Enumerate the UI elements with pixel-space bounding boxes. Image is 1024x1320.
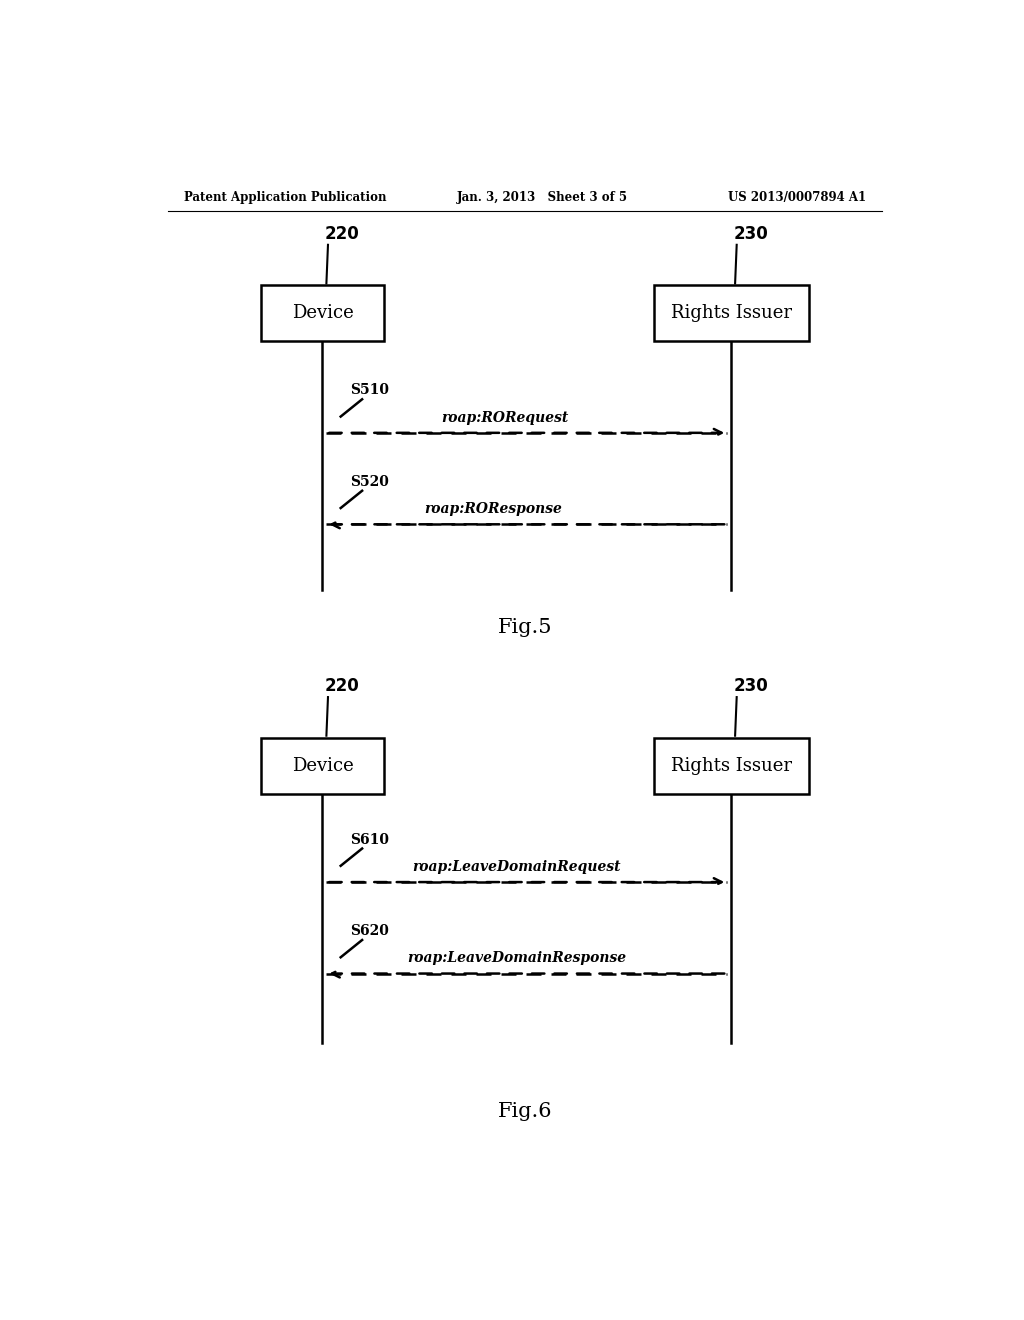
Text: roap:LeaveDomainRequest: roap:LeaveDomainRequest	[413, 859, 622, 874]
Text: Patent Application Publication: Patent Application Publication	[183, 190, 386, 203]
Text: 230: 230	[733, 224, 768, 243]
Text: Fig.6: Fig.6	[498, 1102, 552, 1121]
Text: S520: S520	[350, 475, 389, 488]
Text: S510: S510	[350, 383, 389, 397]
Text: 220: 220	[325, 677, 359, 696]
Text: Device: Device	[292, 756, 353, 775]
Text: Rights Issuer: Rights Issuer	[671, 305, 792, 322]
Text: Fig.5: Fig.5	[498, 619, 552, 638]
Bar	[261, 738, 384, 793]
Text: roap:RORequest: roap:RORequest	[441, 411, 568, 425]
Text: 220: 220	[325, 224, 359, 243]
Text: roap:LeaveDomainResponse: roap:LeaveDomainResponse	[408, 952, 627, 965]
Bar	[653, 738, 809, 793]
Bar	[261, 285, 384, 342]
Text: S610: S610	[350, 833, 389, 846]
Text: S620: S620	[350, 924, 389, 939]
Text: Jan. 3, 2013   Sheet 3 of 5: Jan. 3, 2013 Sheet 3 of 5	[458, 190, 629, 203]
Text: US 2013/0007894 A1: US 2013/0007894 A1	[728, 190, 866, 203]
Text: roap:ROResponse: roap:ROResponse	[424, 502, 562, 516]
Text: Device: Device	[292, 305, 353, 322]
Text: 230: 230	[733, 677, 768, 696]
Text: Rights Issuer: Rights Issuer	[671, 756, 792, 775]
Bar	[653, 285, 809, 342]
